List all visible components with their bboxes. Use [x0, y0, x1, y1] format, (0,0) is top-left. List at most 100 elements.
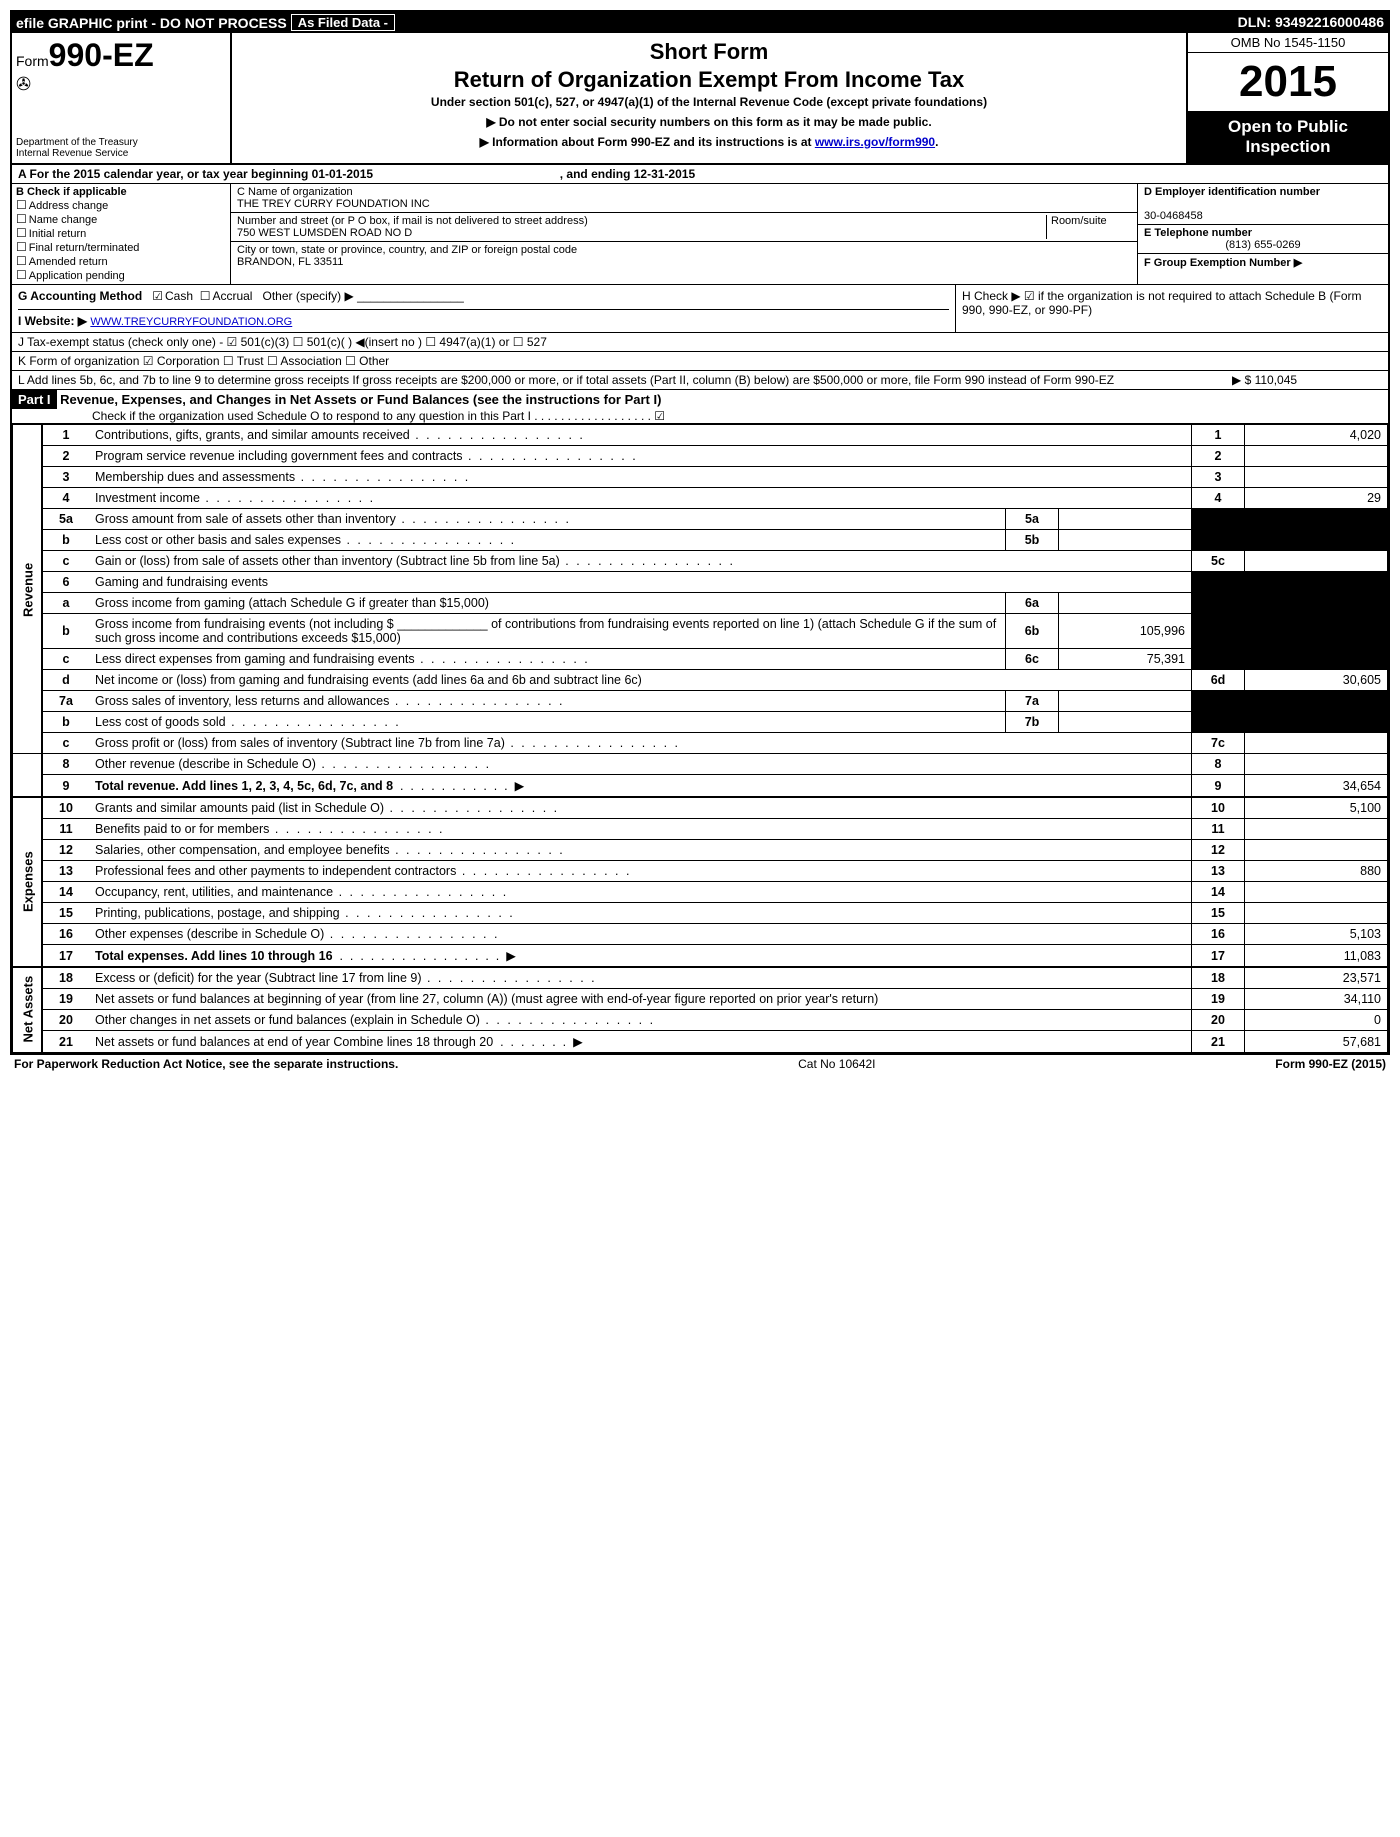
section-l-gross-receipts: L Add lines 5b, 6c, and 7b to line 9 to …	[18, 373, 1232, 387]
title-return: Return of Organization Exempt From Incom…	[240, 67, 1178, 93]
line-3-desc: Membership dues and assessments	[89, 467, 1192, 488]
efile-notice: efile GRAPHIC print - DO NOT PROCESS	[16, 15, 287, 31]
line-14-val	[1245, 882, 1388, 903]
line-5b-subval	[1059, 530, 1192, 551]
line-7a-subval	[1059, 691, 1192, 712]
line-6d-val: 30,605	[1245, 670, 1388, 691]
line-15-val	[1245, 903, 1388, 924]
line-9-arrow: ▶	[515, 779, 525, 793]
line-5c-num: c	[42, 551, 89, 572]
line-11-val	[1245, 819, 1388, 840]
line-8-val	[1245, 754, 1388, 775]
line-11-col: 11	[1192, 819, 1245, 840]
line-7a-num: 7a	[42, 691, 89, 712]
line-15-num: 15	[42, 903, 89, 924]
line-16-desc: Other expenses (describe in Schedule O)	[89, 924, 1192, 945]
chk-amended-return[interactable]: Amended return	[16, 256, 108, 268]
street-address: 750 WEST LUMSDEN ROAD NO D	[237, 227, 412, 239]
line-18-num: 18	[42, 967, 89, 989]
line-1-desc: Contributions, gifts, grants, and simila…	[89, 425, 1192, 446]
line-12-num: 12	[42, 840, 89, 861]
line-6b-subnum: 6b	[1006, 614, 1059, 649]
subtitle: Under section 501(c), 527, or 4947(a)(1)…	[240, 95, 1178, 109]
top-bar: efile GRAPHIC print - DO NOT PROCESS As …	[12, 12, 1388, 33]
line-6b-desc: Gross income from fundraising events (no…	[89, 614, 1006, 649]
chk-initial-return[interactable]: Initial return	[16, 228, 86, 240]
part-i-schedule-o-check: Check if the organization used Schedule …	[12, 409, 1388, 423]
chk-cash[interactable]: Cash	[152, 289, 193, 303]
line-15-desc: Printing, publications, postage, and shi…	[89, 903, 1192, 924]
line-17-val: 11,083	[1245, 945, 1388, 968]
side-expenses: Expenses	[13, 797, 43, 967]
irs-link[interactable]: www.irs.gov/form990	[815, 135, 935, 149]
as-filed-box: As Filed Data -	[291, 14, 395, 31]
org-name: THE TREY CURRY FOUNDATION INC	[237, 198, 430, 210]
chk-accrual[interactable]: Accrual	[200, 289, 253, 303]
section-b-title: B Check if applicable	[16, 186, 127, 198]
line-20-val: 0	[1245, 1010, 1388, 1031]
tax-year-end: , and ending 12-31-2015	[560, 167, 695, 181]
chk-final-return[interactable]: Final return/terminated	[16, 242, 139, 254]
line-6a-desc: Gross income from gaming (attach Schedul…	[89, 593, 1006, 614]
line-6-desc: Gaming and fundraising events	[89, 572, 1192, 593]
line-7a-desc: Gross sales of inventory, less returns a…	[89, 691, 1006, 712]
line-7c-val	[1245, 733, 1388, 754]
line-6c-subnum: 6c	[1006, 649, 1059, 670]
page-footer: For Paperwork Reduction Act Notice, see …	[10, 1055, 1390, 1073]
chk-application-pending[interactable]: Application pending	[16, 270, 125, 282]
line-7b-desc: Less cost of goods sold	[89, 712, 1006, 733]
line-17-desc: Total expenses. Add lines 10 through 16	[95, 949, 333, 963]
phone-label: E Telephone number	[1144, 227, 1252, 239]
section-a: A For the 2015 calendar year, or tax yea…	[12, 165, 1388, 184]
dept-treasury: Department of the Treasury	[16, 137, 138, 148]
footer-paperwork: For Paperwork Reduction Act Notice, see …	[14, 1057, 398, 1071]
line-3-col: 3	[1192, 467, 1245, 488]
line-16-col: 16	[1192, 924, 1245, 945]
line-19-val: 34,110	[1245, 989, 1388, 1010]
line-9-col: 9	[1192, 775, 1245, 798]
website-label: I Website: ▶	[18, 314, 87, 328]
line-21-num: 21	[42, 1031, 89, 1053]
line-10-val: 5,100	[1245, 797, 1388, 819]
line-19-col: 19	[1192, 989, 1245, 1010]
line-18-desc: Excess or (deficit) for the year (Subtra…	[89, 967, 1192, 989]
ein-value: 30-0468458	[1144, 210, 1203, 222]
line-21-desc: Net assets or fund balances at end of ye…	[95, 1035, 493, 1049]
line-20-col: 20	[1192, 1010, 1245, 1031]
phone-value: (813) 655-0269	[1144, 239, 1382, 251]
line-5c-val	[1245, 551, 1388, 572]
form-number: 990-EZ	[49, 37, 154, 73]
line-5a-desc: Gross amount from sale of assets other t…	[89, 509, 1006, 530]
line-17-col: 17	[1192, 945, 1245, 968]
line-2-desc: Program service revenue including govern…	[89, 446, 1192, 467]
line-9-val: 34,654	[1245, 775, 1388, 798]
website-link[interactable]: WWW.TREYCURRYFOUNDATION.ORG	[90, 316, 292, 328]
line-6a-subval	[1059, 593, 1192, 614]
line-2-num: 2	[42, 446, 89, 467]
line-16-val: 5,103	[1245, 924, 1388, 945]
line-7b-subnum: 7b	[1006, 712, 1059, 733]
line-9-num: 9	[42, 775, 89, 798]
chk-address-change[interactable]: Address change	[16, 200, 108, 212]
line-2-col: 2	[1192, 446, 1245, 467]
line-18-col: 18	[1192, 967, 1245, 989]
line-20-num: 20	[42, 1010, 89, 1031]
line-16-num: 16	[42, 924, 89, 945]
line-6a-num: a	[42, 593, 89, 614]
footer-cat-no: Cat No 10642I	[798, 1057, 875, 1071]
line-6c-desc: Less direct expenses from gaming and fun…	[89, 649, 1006, 670]
line-7b-subval	[1059, 712, 1192, 733]
line-13-num: 13	[42, 861, 89, 882]
line-10-num: 10	[42, 797, 89, 819]
line-6d-col: 6d	[1192, 670, 1245, 691]
chk-name-change[interactable]: Name change	[16, 214, 97, 226]
dln-label: DLN:	[1238, 14, 1271, 30]
tax-year-begin: A For the 2015 calendar year, or tax yea…	[18, 167, 373, 181]
line-6d-desc: Net income or (loss) from gaming and fun…	[89, 670, 1192, 691]
line-5b-desc: Less cost or other basis and sales expen…	[89, 530, 1006, 551]
irs-label: Internal Revenue Service	[16, 148, 138, 159]
line-4-desc: Investment income	[89, 488, 1192, 509]
line-5b-num: b	[42, 530, 89, 551]
section-j-tax-exempt: J Tax-exempt status (check only one) - ☑…	[12, 333, 1388, 352]
line-11-desc: Benefits paid to or for members	[89, 819, 1192, 840]
